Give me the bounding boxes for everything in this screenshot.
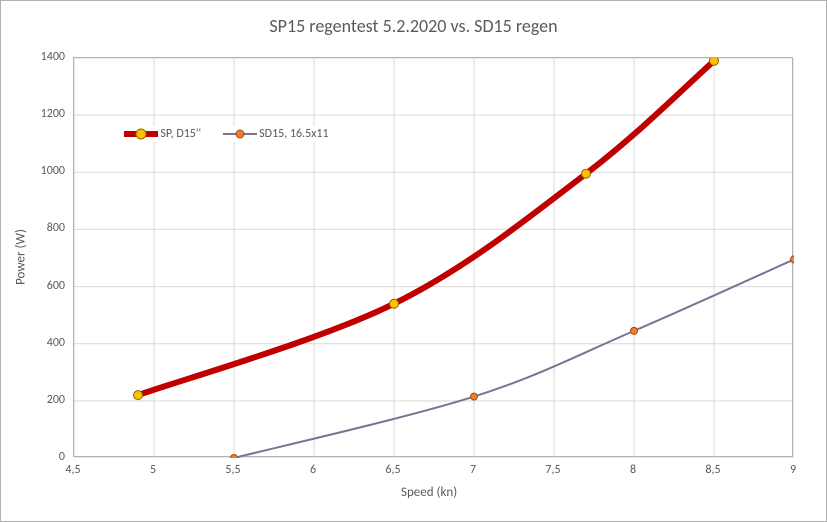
x-tick-label: 7: [470, 463, 476, 477]
y-tick-label: 600: [47, 279, 65, 293]
x-tick-label: 5: [150, 463, 156, 477]
x-axis-title: Speed (kn): [401, 485, 457, 500]
chart-frame: SP15 regentest 5.2.2020 vs. SD15 regen S…: [0, 0, 827, 522]
y-tick-label: 0: [59, 450, 65, 464]
x-tick-label: 8: [630, 463, 636, 477]
y-tick-label: 800: [47, 221, 65, 235]
legend-label: SP, D15'': [160, 127, 201, 141]
chart-title: SP15 regentest 5.2.2020 vs. SD15 regen: [1, 15, 826, 37]
x-tick-label: 9: [790, 463, 796, 477]
legend-swatch: [223, 126, 257, 142]
y-tick-label: 1200: [41, 107, 65, 121]
data-series: [74, 58, 794, 458]
x-tick-label: 4,5: [65, 463, 80, 477]
x-tick-label: 5,5: [225, 463, 240, 477]
x-tick-label: 6: [310, 463, 316, 477]
legend-item: SD15, 16.5x11: [223, 126, 328, 142]
y-axis-title: Power (W): [14, 229, 29, 285]
plot-area: SP, D15'' SD15, 16.5x11: [73, 57, 793, 457]
legend: SP, D15'' SD15, 16.5x11: [124, 126, 328, 142]
x-tick-label: 6,5: [385, 463, 400, 477]
x-tick-label: 8,5: [705, 463, 720, 477]
y-tick-label: 1000: [41, 164, 65, 178]
legend-item: SP, D15'': [124, 126, 201, 142]
legend-label: SD15, 16.5x11: [259, 127, 328, 141]
y-tick-label: 400: [47, 336, 65, 350]
legend-swatch: [124, 126, 158, 142]
y-tick-label: 1400: [41, 50, 65, 64]
y-tick-label: 200: [47, 393, 65, 407]
x-tick-label: 7,5: [545, 463, 560, 477]
